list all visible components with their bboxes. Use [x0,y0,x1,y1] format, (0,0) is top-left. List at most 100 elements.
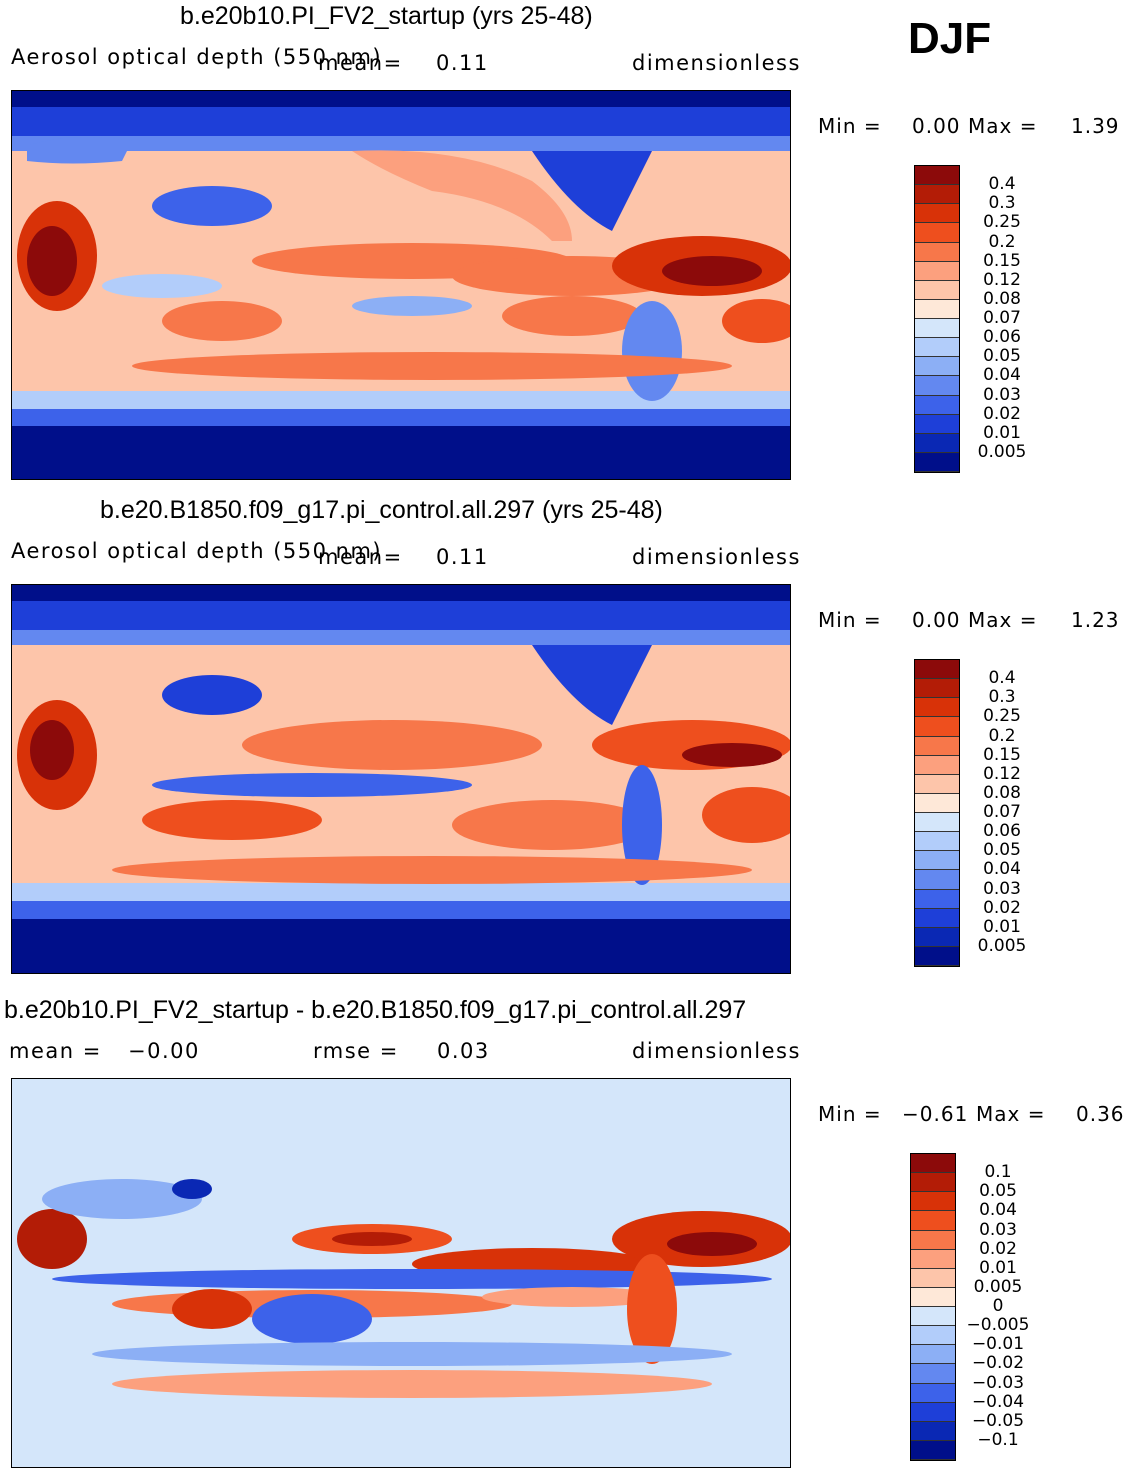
colorbar-tick-label: 0.04 [983,365,1021,386]
panel1-variable: Aerosol optical depth (550 nm) [11,45,383,69]
colorbar-tick-label: 0.02 [979,1238,1017,1259]
colorbar-tick-label: 0.01 [983,422,1021,443]
panel1-contour-field [12,91,790,479]
colorbar-tick-label: 0.01 [979,1257,1017,1278]
panel2-variable: Aerosol optical depth (550 nm) [11,539,383,563]
panel3-map [11,1078,791,1468]
colorbar-swatch [915,299,959,319]
colorbar-tick-label: 0.3 [988,193,1016,214]
colorbar-tick-label: 0.005 [973,1276,1023,1297]
panel2-title: b.e20.B1850.f09_g17.pi_control.all.297 (… [100,496,663,524]
panel2-units: dimensionless [632,545,801,569]
colorbar-swatch [911,1345,955,1365]
season-label: DJF [908,14,992,63]
colorbar-tick-label: 0.005 [977,935,1027,956]
panel1-colorbar [914,165,960,473]
colorbar-tick-label: 0.25 [983,706,1021,727]
colorbar-tick-label: 0.04 [983,859,1021,880]
panel1-min-value: 0.00 [912,114,961,138]
colorbar-tick-label: 0.02 [983,897,1021,918]
colorbar-swatch [911,1173,955,1193]
panel2-mean-value: 0.11 [436,545,489,569]
colorbar-swatch [911,1440,955,1460]
colorbar-tick-label: 0.15 [983,250,1021,271]
panel3-mean-value: −0.00 [128,1039,200,1063]
panel1-mean-value: 0.11 [436,51,489,75]
panel2-map [11,584,791,974]
colorbar-swatch [915,832,959,852]
colorbar-tick-label: 0.08 [983,288,1021,309]
colorbar-swatch [915,185,959,205]
panel3-max-label: Max = [976,1102,1046,1126]
colorbar-tick-label: 0.02 [983,403,1021,424]
colorbar-tick-label: −0.03 [971,1372,1025,1393]
colorbar-swatch [915,395,959,415]
colorbar-tick-label: 0.01 [983,916,1021,937]
panel2-max-label: Max = [968,608,1038,632]
colorbar-tick-label: 0 [992,1296,1004,1316]
colorbar-swatch [911,1364,955,1384]
colorbar-swatch [915,357,959,377]
colorbar-swatch [911,1211,955,1231]
colorbar-swatch [915,774,959,794]
colorbar-swatch [915,223,959,243]
colorbar-swatch [915,660,959,680]
colorbar-tick-label: 0.03 [983,384,1021,405]
colorbar-tick-label: 0.005 [977,441,1027,462]
colorbar-swatch [911,1287,955,1307]
colorbar-swatch [911,1192,955,1212]
colorbar-swatch [911,1154,955,1174]
colorbar-tick-label: 0.03 [983,878,1021,899]
colorbar-tick-label: −0.005 [966,1315,1030,1336]
colorbar-tick-label: 0.05 [983,840,1021,861]
colorbar-swatch [915,280,959,300]
colorbar-tick-label: 0.1 [984,1162,1012,1183]
panel1-title: b.e20b10.PI_FV2_startup (yrs 25-48) [180,2,593,30]
colorbar-swatch [911,1326,955,1346]
panel2-contour-field [12,585,790,973]
panel1-units: dimensionless [632,51,801,75]
colorbar-tick-label: 0.2 [988,231,1016,252]
panel3-contour-field [12,1079,790,1467]
colorbar-tick-label: 0.15 [983,744,1021,765]
colorbar-tick-label: 0.25 [983,212,1021,233]
colorbar-swatch [915,717,959,737]
colorbar-tick-label: 0.05 [983,346,1021,367]
panel2-min-value: 0.00 [912,608,961,632]
panel1-max-label: Max = [968,114,1038,138]
colorbar-swatch [915,242,959,262]
panel3-min-label: Min = [818,1102,882,1126]
colorbar-swatch [915,433,959,453]
colorbar-swatch [915,736,959,756]
colorbar-swatch [915,204,959,224]
colorbar-swatch [911,1268,955,1288]
colorbar-swatch [911,1230,955,1250]
colorbar-tick-label: 0.08 [983,782,1021,803]
colorbar-swatch [915,946,959,966]
panel1-max-value: 1.39 [1071,114,1120,138]
colorbar-swatch [915,166,959,186]
colorbar-swatch [911,1307,955,1327]
panel2-colorbar [914,659,960,967]
colorbar-swatch [915,889,959,909]
colorbar-swatch [915,851,959,871]
colorbar-swatch [915,679,959,699]
panel3-rmse-value: 0.03 [437,1039,490,1063]
colorbar-tick-label: −0.05 [971,1410,1025,1431]
colorbar-swatch [915,319,959,339]
colorbar-swatch [915,793,959,813]
colorbar-swatch [915,414,959,434]
colorbar-tick-label: 0.2 [988,725,1016,746]
colorbar-swatch [911,1383,955,1403]
colorbar-swatch [911,1402,955,1422]
colorbar-swatch [915,813,959,833]
colorbar-tick-label: −0.02 [971,1353,1025,1374]
colorbar-swatch [915,452,959,472]
colorbar-tick-label: 0.4 [988,668,1016,689]
panel2-min-label: Min = [818,608,882,632]
panel3-rmse-label: rmse = [313,1039,399,1063]
colorbar-tick-label: 0.07 [983,308,1021,328]
colorbar-tick-label: 0.06 [983,821,1021,842]
colorbar-tick-label: 0.04 [979,1200,1017,1221]
panel3-min-value: −0.61 [902,1102,969,1126]
